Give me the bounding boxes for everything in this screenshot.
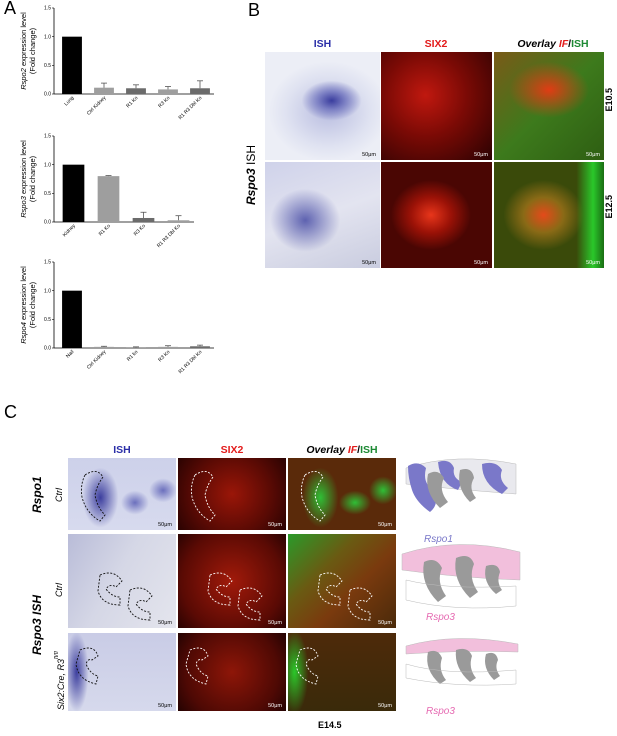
rspo4-bar [62,290,82,348]
b-head-slash: / [568,38,572,50]
rspo3-bar [167,220,190,222]
c-overlay-rspo3-mutant: 50μm [288,633,396,711]
b-scale-4: 50μm [362,260,376,266]
c-scale-5: 50μm [268,620,282,626]
rspo4-category-label: Nail [65,349,75,359]
rspo4-bar [158,346,178,348]
c-scale-2: 50μm [268,522,282,528]
c-head-slash: / [357,444,361,456]
b-head-if: IF [558,38,569,50]
schematic-rspo3-mutant [405,638,519,686]
rspo3-ylabel: Rspo3 expression level [19,140,28,218]
b-scale-5: 50μm [474,260,488,266]
c-scale-6: 50μm [378,620,392,626]
c-six2-rspo3-mutant: 50μm [178,633,286,711]
c-schematics [401,458,521,686]
b-scale-6: 50μm [586,260,600,266]
rspo3-ylabel2: (Fold change) [28,155,37,202]
rspo4-bar [94,346,114,348]
rspo3-bar [132,217,155,222]
c-scale-1: 50μm [158,522,172,528]
c-head-overlay: Overlay IF/ISH [288,444,396,456]
b-head-six2: SIX2 [424,38,448,50]
rspo2-ytick-label: 0.5 [44,63,51,69]
c-head-six2: SIX2 [220,444,244,456]
rspo2-ylabel: Rspo2 expression level [19,12,28,90]
rspo2-bar [94,87,114,94]
schematic-rspo1 [405,458,517,512]
schem-label-rspo3-ctrl: Rspo3 [426,612,455,623]
rspo4-ylabel: Rspo4 expression level [19,266,28,344]
panel-a-charts: 0.0 0.5 1.0 1.5 Rspo2 expression level (Fold … [0,0,240,400]
c-scale-8: 50μm [268,703,282,709]
b-overlay-e125: 50μm [494,162,604,268]
schematic-rspo3-ctrl [401,544,521,609]
c-ish-rspo1: 50μm [68,458,176,530]
b-overlay-e105: 50μm [494,52,604,160]
panel-label-b: B [248,0,261,20]
c-ish-rspo3-mutant: 50μm [68,633,176,711]
c-overlay-rspo1: 50μm [288,458,396,530]
schem-label-rspo1: Rspo1 [424,534,453,545]
b-head-overlay: Overlay IF/ISH [494,38,612,50]
rspo2-ytick-label: 1.0 [44,34,51,40]
rspo2-bar [190,88,210,94]
c-head-if: IF [347,444,358,456]
panel-label-c: C [4,402,17,422]
b-head-overlay-text: Overlay [517,38,556,50]
b-ish-e105: 50μm [265,52,380,160]
c-head-overlay-text: Overlay [306,444,345,456]
b-head-ish2: ISH [571,38,589,50]
rspo4-ytick-label: 1.5 [44,260,51,266]
c-scale-9: 50μm [378,703,392,709]
b-scale-1: 50μm [362,152,376,158]
schem-label-rspo3-mutant: Rspo3 [426,706,455,717]
rspo3-bar [97,176,120,222]
b-six2-e125: 50μm [381,162,492,268]
rspo2-ylabel2: (Fold change) [28,27,37,74]
c-stage-e145: E14.5 [318,720,342,730]
rspo4-bar [126,347,146,348]
rspo4-ytick-label: 0.5 [44,317,51,323]
c-head-ish2: ISH [360,444,378,456]
c-scale-3: 50μm [378,522,392,528]
rspo3-ytick-label: 0.5 [44,191,51,197]
b-ish-e125: 50μm [265,162,380,268]
rspo4-ytick-label: 0.0 [44,346,51,352]
rspo2-ytick-label: 0.0 [44,92,51,98]
b-scale-3: 50μm [586,152,600,158]
rspo4-ytick-label: 1.0 [44,288,51,294]
rspo3-ytick-label: 1.5 [44,134,51,140]
b-scale-2: 50μm [474,152,488,158]
c-six2-rspo1: 50μm [178,458,286,530]
rspo2-bar [62,36,82,94]
rspo3-ytick-label: 1.0 [44,162,51,168]
rspo2-ytick-label: 1.5 [44,6,51,12]
rspo3-ytick-label: 0.0 [44,220,51,226]
c-scale-4: 50μm [158,620,172,626]
c-head-ish: ISH [113,444,131,456]
rspo2-bar [158,89,178,94]
rspo2-bar [126,88,146,94]
rspo3-bar [62,164,85,222]
rspo4-ylabel2: (Fold change) [28,281,37,328]
b-six2-e105: 50μm [381,52,492,160]
rspo4-bar [190,346,210,348]
panel-label-a: A [4,0,17,18]
b-head-ish: ISH [313,38,332,50]
c-scale-7: 50μm [158,703,172,709]
